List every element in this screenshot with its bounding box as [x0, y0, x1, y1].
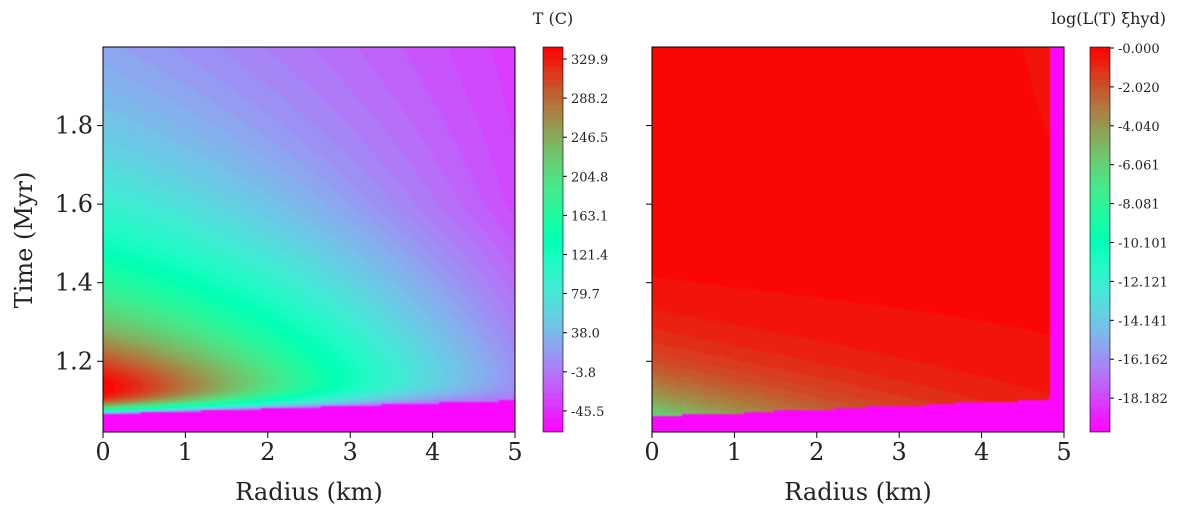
colorbar-tick-label: 38.0 [571, 327, 600, 342]
colorbar-tick-label: -18.182 [1118, 392, 1168, 407]
right-plot-frame [651, 46, 1065, 433]
temperature-colorbar-ticks: 329.9 288.2 246.5 204.8 163.1 121.4 79.7 38.0 -3… [563, 53, 608, 420]
temperature-colorbar-frame [542, 46, 564, 433]
colorbar-tick-label: -10.101 [1118, 237, 1168, 252]
colorbar-tick-label: 288.2 [571, 92, 608, 107]
colorbar-tick-label: 79.7 [571, 288, 600, 303]
y-tick-label: 1.8 [55, 112, 93, 140]
colorbar-tick-label: -3.8 [571, 366, 596, 381]
x-tick-label: 3 [343, 438, 358, 466]
temperature-colorbar [543, 47, 563, 432]
colorbar-tick-label: -6.061 [1118, 159, 1160, 174]
temperature-colorbar-label: T (C) [533, 9, 573, 28]
colorbar-tick-label: -0.000 [1118, 42, 1160, 57]
x-tick-label: 1 [178, 438, 193, 466]
colorbar-tick-label: -14.141 [1118, 314, 1168, 329]
colorbar-tick-label: -12.121 [1118, 275, 1168, 290]
colorbar-tick-label: -16.162 [1118, 353, 1168, 368]
colorbar-tick-label: 163.1 [571, 209, 608, 224]
right-x-axis-label: Radius (km) [784, 478, 931, 506]
x-tick-label: 2 [260, 438, 275, 466]
y-tick-label: 1.2 [55, 347, 93, 375]
x-tick-label: 0 [644, 438, 659, 466]
x-tick-label: 3 [892, 438, 907, 466]
x-tick-label: 0 [95, 438, 110, 466]
colorbar-tick-label: 246.5 [571, 131, 608, 146]
x-tick-label: 2 [809, 438, 824, 466]
right-y-axis [646, 125, 652, 362]
hydration-colorbar-ticks: -0.000 -2.020 -4.040 -6.061 -8.081 -10.101 -12… [1110, 42, 1168, 407]
colorbar-tick-label: -2.020 [1118, 81, 1160, 96]
colorbar-tick-label: 329.9 [571, 53, 608, 68]
hydration-heatmap [652, 47, 1064, 432]
x-tick-label: 1 [727, 438, 742, 466]
left-x-axis-label: Radius (km) [235, 478, 382, 506]
x-tick-label: 5 [1056, 438, 1071, 466]
left-panel: 0 1 2 3 4 5 1.2 1.4 1.6 1.8 Radius (km) Time (My… [10, 9, 608, 506]
x-tick-label: 5 [507, 438, 522, 466]
right-panel: 0 1 2 3 4 5 Radius (km) -0.000 -2.020 -4.040 -6.… [644, 9, 1168, 506]
y-tick-label: 1.6 [55, 190, 93, 218]
hydration-colorbar-label: log(L(T) ξhyd) [1051, 9, 1166, 28]
x-tick-label: 4 [974, 438, 989, 466]
colorbar-tick-label: -8.081 [1118, 198, 1160, 213]
hydration-colorbar-frame [1089, 46, 1111, 433]
left-x-axis: 0 1 2 3 4 5 [95, 432, 523, 466]
colorbar-tick-label: -4.040 [1118, 120, 1160, 135]
hydration-colorbar [1090, 47, 1110, 432]
colorbar-tick-label: 204.8 [571, 170, 608, 185]
colorbar-tick-label: 121.4 [571, 249, 608, 264]
temperature-heatmap [103, 47, 515, 432]
left-y-axis-label: Time (Myr) [10, 172, 38, 309]
y-tick-label: 1.4 [55, 269, 93, 297]
colorbar-tick-label: -45.5 [571, 405, 604, 420]
x-tick-label: 4 [425, 438, 440, 466]
right-x-axis: 0 1 2 3 4 5 [644, 432, 1072, 466]
left-y-axis: 1.2 1.4 1.6 1.8 [55, 112, 103, 375]
left-plot-frame [102, 46, 516, 433]
